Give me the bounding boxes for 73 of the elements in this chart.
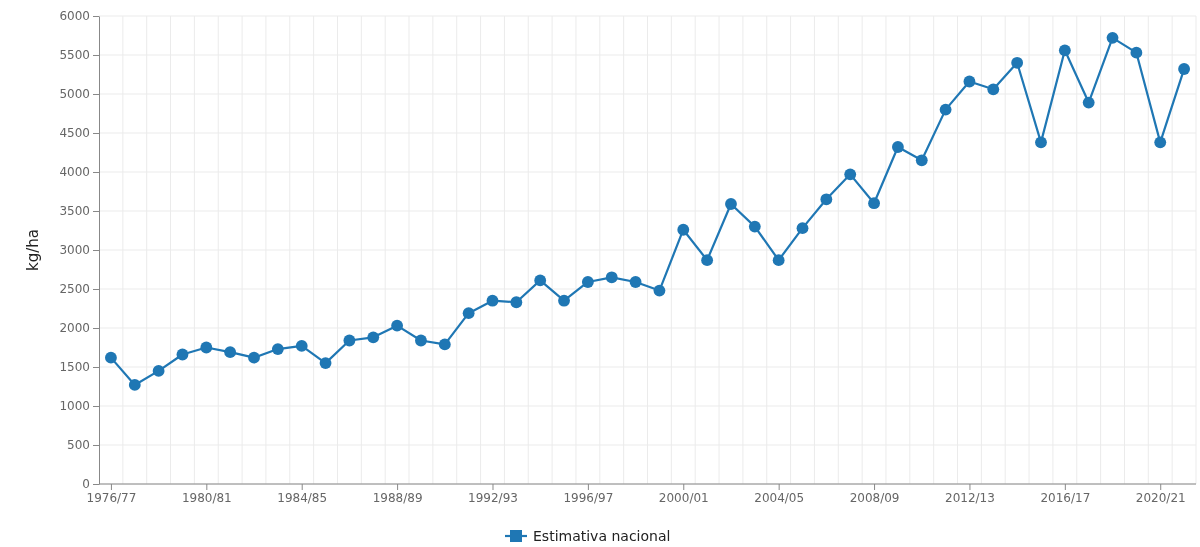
point [152, 364, 165, 377]
y-tick-label: 4000 [59, 165, 90, 180]
point [1058, 44, 1071, 57]
point [1154, 136, 1167, 149]
x-tick-label: 1992/93 [468, 490, 518, 505]
point [1011, 56, 1024, 69]
point [1035, 136, 1047, 149]
y-tick-label: 6000 [59, 9, 90, 24]
x-tick-label: 2020/21 [1135, 490, 1186, 505]
point [438, 338, 451, 351]
y-tick-label: 3500 [59, 204, 90, 219]
y-tick-label: 1500 [59, 360, 90, 375]
x-tick-label: 1980/81 [181, 490, 232, 505]
point [128, 379, 141, 391]
point [820, 193, 833, 206]
point [486, 294, 499, 307]
point [200, 341, 213, 354]
x-tick-label: 2000/01 [658, 490, 709, 505]
point [176, 348, 189, 361]
point [558, 294, 570, 307]
point [271, 343, 284, 355]
point [295, 340, 308, 352]
point [891, 141, 904, 153]
point [1178, 63, 1190, 75]
point [748, 220, 761, 233]
point [343, 334, 356, 347]
point [725, 198, 737, 210]
point [224, 346, 237, 359]
point [629, 276, 642, 288]
point [653, 284, 666, 297]
point [796, 222, 809, 235]
x-tick-label: 1984/85 [277, 490, 328, 505]
point [534, 274, 547, 287]
point [963, 75, 976, 88]
x-tick-label: 2008/09 [849, 490, 900, 505]
point [701, 254, 714, 267]
y-tick-label: 5500 [59, 48, 90, 63]
point [415, 334, 427, 347]
point [844, 168, 857, 181]
point [248, 351, 260, 364]
x-tick-label: 2016/17 [1040, 490, 1091, 505]
point [581, 276, 594, 288]
point [915, 154, 928, 167]
point [462, 307, 475, 320]
point [391, 319, 404, 332]
y-tick-label: 3000 [59, 243, 90, 258]
y-tick-label: 5000 [59, 87, 90, 102]
point [367, 331, 380, 344]
y-tick-label: 4500 [59, 126, 90, 141]
x-tick-label: 2004/05 [754, 490, 805, 505]
point [319, 357, 332, 370]
point [1106, 31, 1119, 44]
point [1082, 96, 1095, 109]
y-tick-label: 500 [67, 438, 90, 453]
x-tick-label: 2012/13 [945, 490, 995, 505]
point [1130, 46, 1143, 59]
x-tick-label: 1976/77 [86, 490, 137, 505]
y-tick-label: 1000 [59, 399, 90, 414]
point [105, 351, 117, 364]
point [510, 296, 523, 309]
x-tick-label: 1996/97 [563, 490, 614, 505]
x-tick-label: 1988/89 [372, 490, 423, 505]
point [868, 197, 880, 210]
point [677, 223, 690, 236]
y-axis-title: kg/ha [24, 229, 42, 271]
y-tick-label: 2500 [59, 282, 90, 297]
point [939, 103, 952, 116]
point [772, 254, 785, 267]
point [605, 271, 618, 284]
legend-label: Estimativa nacional [533, 528, 671, 544]
y-tick-label: 0 [82, 477, 90, 492]
point [987, 83, 1000, 96]
y-tick-label: 2000 [59, 321, 90, 336]
